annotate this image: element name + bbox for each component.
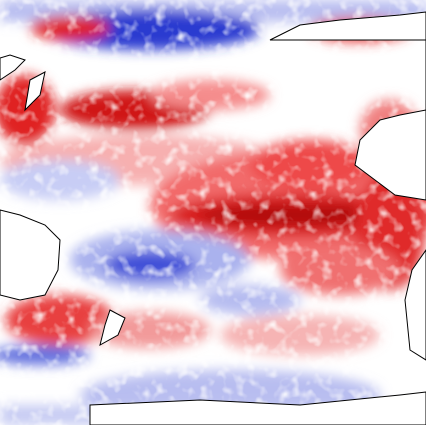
japan [24,71,46,112]
new-zealand [99,309,126,346]
south-america [404,249,426,361]
landmasses [0,11,426,425]
australia [0,209,61,301]
asia-coast [0,54,26,81]
antarctica [89,391,426,425]
